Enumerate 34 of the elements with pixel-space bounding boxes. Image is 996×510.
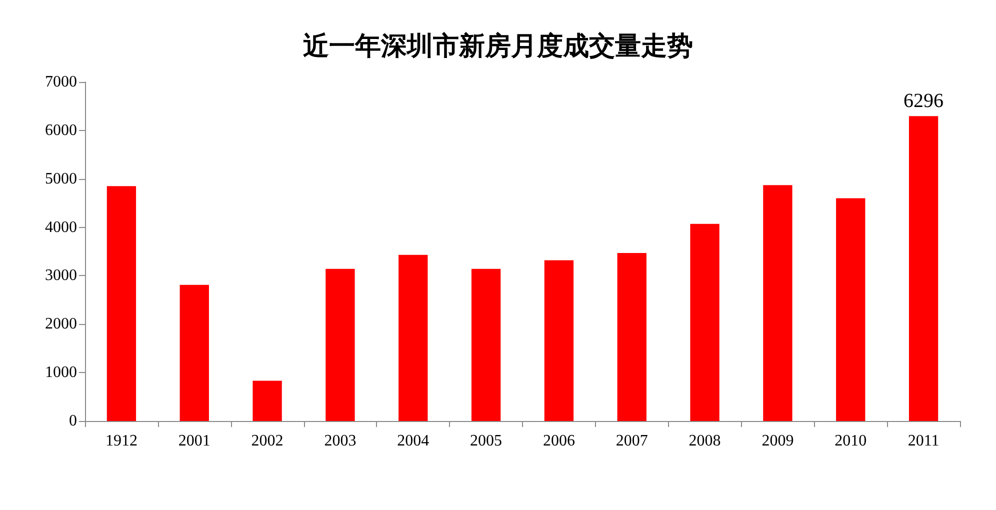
bar bbox=[106, 186, 136, 421]
x-tick-label: 1912 bbox=[105, 432, 138, 450]
y-tick-label: 1000 bbox=[45, 364, 77, 382]
data-label: 6296 bbox=[904, 90, 944, 112]
x-tick-label: 2010 bbox=[834, 432, 867, 450]
x-tick-label: 2003 bbox=[324, 432, 356, 450]
bar bbox=[544, 260, 574, 421]
x-tick-label: 2007 bbox=[616, 432, 648, 450]
x-tick-label: 2009 bbox=[762, 432, 794, 450]
bar bbox=[908, 116, 938, 421]
bar bbox=[471, 268, 501, 421]
bar bbox=[690, 224, 720, 421]
bar bbox=[326, 268, 355, 421]
y-tick-label: 5000 bbox=[45, 170, 77, 188]
x-tick-label: 2011 bbox=[908, 432, 940, 450]
y-tick-label: 4000 bbox=[45, 218, 77, 236]
x-tick-label: 2002 bbox=[251, 432, 284, 450]
x-tick-label: 2006 bbox=[542, 432, 575, 450]
bar bbox=[252, 380, 282, 421]
x-tick-label: 2008 bbox=[688, 432, 721, 450]
chart-title: 近一年深圳市新房月度成交量走势 bbox=[303, 32, 693, 60]
bar bbox=[180, 284, 209, 421]
x-tick-label: 2001 bbox=[178, 432, 210, 450]
bar bbox=[836, 198, 866, 421]
bar bbox=[398, 254, 428, 421]
bar bbox=[763, 185, 792, 421]
y-tick-label: 3000 bbox=[45, 267, 77, 284]
bar bbox=[617, 252, 646, 421]
x-tick-label: 2005 bbox=[470, 432, 502, 450]
y-tick-label: 0 bbox=[69, 412, 77, 430]
y-tick-label: 6000 bbox=[45, 122, 77, 139]
x-tick-label: 2004 bbox=[397, 432, 430, 450]
y-tick-label: 2000 bbox=[45, 316, 77, 333]
y-tick-label: 7000 bbox=[45, 74, 77, 90]
